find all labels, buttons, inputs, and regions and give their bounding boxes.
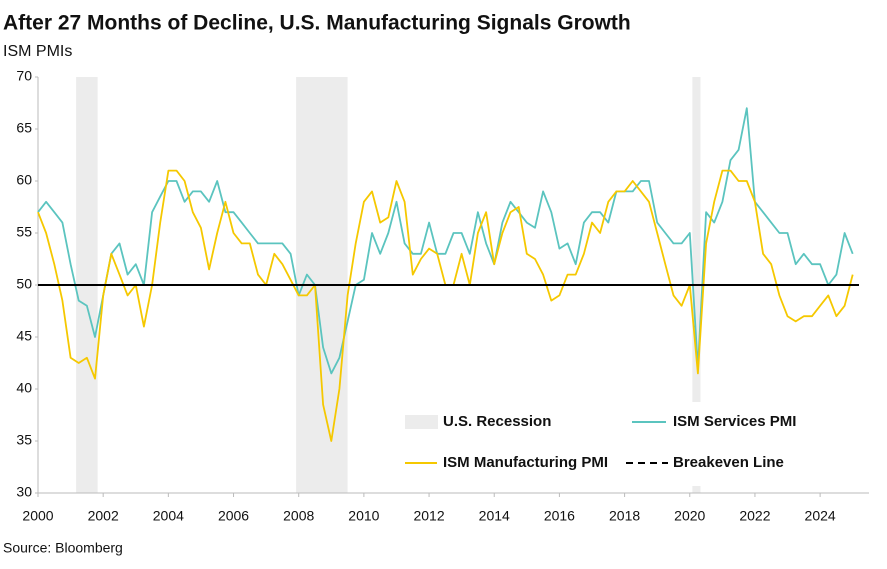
legend-swatch [405, 415, 438, 429]
x-tick-label: 2024 [805, 508, 836, 524]
series-line [37, 169, 854, 442]
legend-label: ISM Services PMI [673, 413, 796, 430]
x-tick-label: 2010 [348, 508, 379, 524]
x-tick-label: 2006 [218, 508, 249, 524]
y-tick-label: 50 [16, 276, 32, 292]
y-tick-label: 45 [16, 328, 32, 344]
legend-label: U.S. Recession [443, 413, 551, 430]
source: Source: Bloomberg [3, 540, 123, 556]
legend-label: Breakeven Line [673, 454, 784, 471]
y-tick-label: 40 [16, 380, 32, 396]
x-tick-label: 2008 [283, 508, 314, 524]
x-tick-label: 2014 [479, 508, 510, 524]
x-tick-label: 2018 [609, 508, 640, 524]
y-tick-label: 30 [16, 484, 32, 500]
chart-title: After 27 Months of Decline, U.S. Manufac… [3, 12, 631, 35]
y-tick-label: 70 [16, 68, 32, 84]
x-tick-label: 2022 [739, 508, 770, 524]
x-tick-label: 2012 [413, 508, 444, 524]
x-tick-label: 2020 [674, 508, 705, 524]
y-tick-label: 60 [16, 172, 32, 188]
y-tick-label: 55 [16, 224, 32, 240]
x-tick-label: 2002 [88, 508, 119, 524]
x-tick-label: 2004 [153, 508, 184, 524]
x-tick-label: 2016 [544, 508, 575, 524]
y-tick-label: 65 [16, 120, 32, 136]
legend-box [395, 402, 860, 486]
x-tick-label: 2000 [22, 508, 53, 524]
y-tick-label: 35 [16, 432, 32, 448]
legend-label: ISM Manufacturing PMI [443, 454, 608, 471]
series-line [37, 107, 854, 375]
chart-subtitle: ISM PMIs [3, 43, 72, 60]
